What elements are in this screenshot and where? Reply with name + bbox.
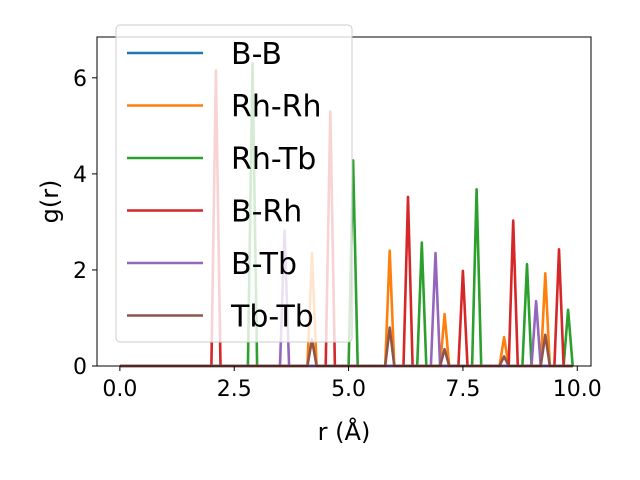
- legend: B-B Rh-Rh Rh-Tb B-Rh B-Tb Tb-Tb: [115, 24, 353, 343]
- y-axis: 0 2 4 6: [73, 67, 97, 380]
- x-tick-label: 2.5: [217, 377, 252, 402]
- legend-label-rh-rh: Rh-Rh: [231, 90, 322, 125]
- legend-box: [115, 24, 353, 343]
- legend-label-rh-tb: Rh-Tb: [231, 142, 316, 177]
- series-line-tb-tb: [119, 326, 573, 368]
- y-tick-label: 6: [73, 67, 87, 92]
- x-tick-label: 5.0: [331, 377, 366, 402]
- x-tick-label: 7.5: [445, 377, 480, 402]
- x-axis-label: r (Å): [318, 417, 371, 446]
- legend-label-b-rh: B-Rh: [231, 195, 302, 230]
- y-tick-label: 4: [73, 163, 87, 188]
- y-tick-label: 2: [73, 259, 87, 284]
- y-tick-label: 0: [73, 355, 87, 380]
- x-axis: 0.0 2.5 5.0 7.5 10.0: [102, 366, 602, 402]
- legend-label-b-b: B-B: [231, 37, 282, 72]
- y-axis-label: g(r): [36, 180, 64, 224]
- x-tick-label: 10.0: [553, 377, 602, 402]
- legend-label-tb-tb: Tb-Tb: [230, 300, 314, 335]
- legend-label-b-tb: B-Tb: [231, 247, 297, 282]
- x-tick-label: 0.0: [102, 377, 137, 402]
